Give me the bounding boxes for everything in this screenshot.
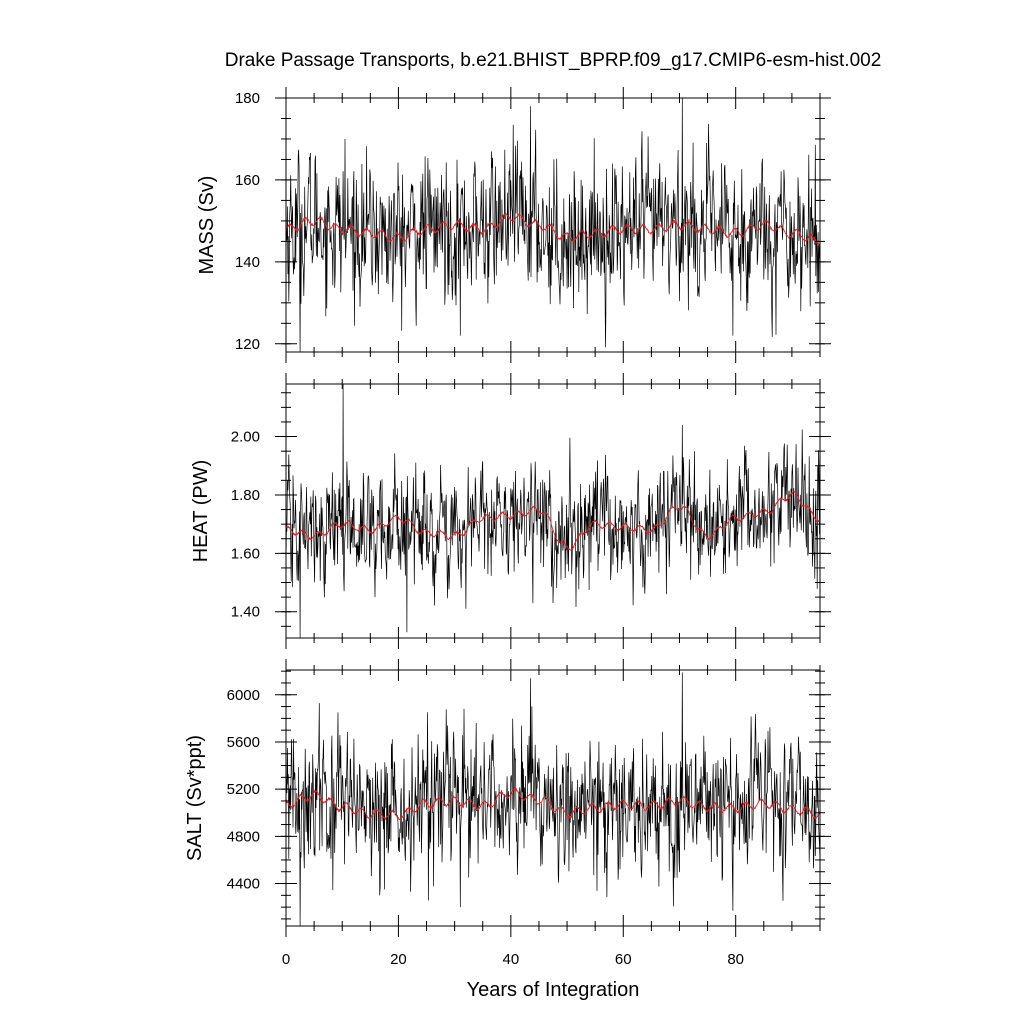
y-tick-label: 6000 (227, 687, 260, 704)
y-tick-label: 1.40 (231, 604, 260, 621)
y-tick-label: 2.00 (231, 429, 260, 446)
x-tick-label: 60 (615, 951, 632, 968)
y-tick-label: 1.80 (231, 487, 260, 504)
x-tick-label: 20 (390, 951, 407, 968)
y-tick-label: 180 (235, 90, 260, 107)
plot-frame (285, 383, 821, 639)
panel-1: 120 140 160 180 MASS (Sv) (196, 87, 831, 363)
y-axis-label: SALT (Sv*ppt) (184, 735, 206, 861)
y-tick-label: 1.60 (231, 545, 260, 562)
y-axis-label: MASS (Sv) (196, 176, 218, 275)
x-axis-label: Years of Integration (467, 979, 640, 1001)
plot-frame (285, 97, 821, 353)
series-monthly-line (286, 384, 820, 638)
series-monthly-line (286, 98, 820, 352)
y-tick-label: 4800 (227, 828, 260, 845)
x-tick-label: 0 (282, 951, 290, 968)
chart-title: Drake Passage Transports, b.e21.BHIST_BP… (225, 50, 882, 71)
y-axis-label: HEAT (PW) (190, 460, 212, 563)
y-tick-label: 120 (235, 336, 260, 353)
panel-2: 1.40 1.60 1.80 2.00 HEAT (PW) (190, 373, 831, 649)
panels: 120 140 160 180 MASS (Sv) 1.40 1.60 1.80 2.00 HEA… (184, 87, 831, 1001)
x-tick-label: 40 (502, 951, 519, 968)
series-annual-mean-line (286, 490, 820, 551)
x-tick-label: 80 (727, 951, 744, 968)
series-annual-mean-line (286, 212, 820, 247)
y-tick-label: 5600 (227, 734, 260, 751)
y-tick-label: 5200 (227, 781, 260, 798)
series-annual-mean-line (286, 786, 820, 821)
panel-3: 4400 4800 5200 5600 6000 0 20 40 60 80 SALT (Sv*pp… (184, 659, 831, 1001)
y-tick-label: 140 (235, 254, 260, 271)
series-monthly-line (286, 672, 820, 926)
y-tick-label: 160 (235, 172, 260, 189)
y-tick-label: 4400 (227, 876, 260, 893)
plot-frame (285, 669, 821, 927)
